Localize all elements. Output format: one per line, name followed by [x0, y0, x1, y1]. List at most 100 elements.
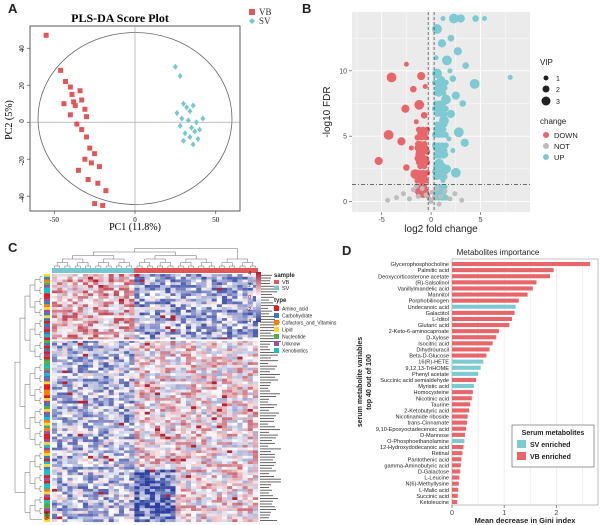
heatmap-cell [108, 282, 114, 286]
heatmap-cell [170, 356, 176, 360]
heatmap-cell [72, 293, 78, 297]
heatmap-cell [77, 510, 83, 514]
heatmap-row-label [260, 453, 275, 455]
heatmap-cell [72, 422, 78, 426]
pls-da-point-vb [63, 79, 69, 84]
importance-category-label: Dihydrouracil [416, 347, 449, 353]
heatmap-cell [196, 469, 202, 473]
heatmap-cell [165, 356, 171, 360]
heatmap-cell [170, 370, 176, 374]
heatmap-cell [118, 409, 125, 412]
heatmap-type-cell [44, 488, 50, 492]
heatmap-cell [98, 409, 104, 412]
heatmap-cell [170, 411, 176, 415]
heatmap-cell [242, 475, 248, 479]
heatmap-cell [67, 488, 73, 492]
heatmap-cell [242, 428, 248, 432]
heatmap-cell [82, 480, 89, 484]
heatmap-cell [108, 326, 114, 330]
heatmap-cell [77, 312, 83, 316]
heatmap-cell [191, 411, 197, 415]
heatmap-cell [139, 389, 145, 393]
heatmap-cell [52, 505, 58, 509]
heatmap-cell [221, 285, 228, 288]
heatmap-cell [113, 337, 120, 341]
pls-da-point-sv [185, 117, 191, 124]
heatmap-cell [67, 425, 73, 429]
heatmap-cell [62, 276, 68, 280]
heatmap-cell [191, 312, 197, 316]
heatmap-cell [170, 384, 176, 388]
heatmap-cell [185, 403, 192, 407]
heatmap-cell [165, 386, 171, 390]
heatmap-cell [72, 510, 78, 514]
heatmap-cell [62, 417, 68, 421]
volcano-xtick-label: -5 [379, 217, 385, 224]
heatmap-cell [191, 502, 197, 506]
heatmap-cell [113, 296, 120, 299]
heatmap-cell [252, 400, 259, 404]
heatmap-cell [180, 386, 186, 390]
heatmap-cell [134, 315, 140, 319]
heatmap-cell [180, 384, 186, 388]
heatmap-cell [160, 329, 166, 332]
heatmap-cell [67, 384, 73, 388]
heatmap-cell [201, 508, 207, 512]
heatmap-cell [165, 351, 171, 355]
heatmap-cell [201, 409, 207, 412]
importance-category-label: L-Leucine [424, 476, 449, 482]
heatmap-cell [139, 320, 145, 324]
heatmap-cell [175, 362, 181, 366]
heatmap-cell [206, 488, 212, 492]
heatmap-cell [175, 326, 181, 330]
heatmap-cell [139, 519, 145, 523]
volcano-point-not [394, 195, 399, 201]
heatmap-cell [155, 342, 161, 346]
heatmap-cell [211, 455, 217, 459]
heatmap-cell [180, 285, 186, 288]
heatmap-type-cell [44, 422, 50, 426]
heatmap-cell [139, 373, 145, 377]
heatmap-cell [180, 364, 186, 368]
heatmap-cell [108, 364, 114, 368]
heatmap-cell [62, 375, 68, 379]
heatmap-cell [98, 469, 104, 473]
heatmap-cell [52, 461, 58, 465]
heatmap-cell [77, 334, 83, 338]
dendrogram-branch [188, 265, 194, 268]
heatmap-cell [57, 444, 63, 448]
heatmap-cell [52, 406, 58, 410]
volcano-point-up [450, 148, 456, 154]
heatmap-cell [247, 488, 253, 492]
heatmap-cell [221, 420, 228, 423]
heatmap-cell [72, 342, 78, 346]
heatmap-cell [252, 381, 259, 385]
heatmap-cell [82, 447, 89, 451]
heatmap-cell [134, 425, 140, 429]
heatmap-cell [232, 510, 238, 514]
heatmap-cell [201, 312, 207, 316]
heatmap-cell [67, 442, 73, 445]
heatmap-cell [155, 282, 161, 286]
heatmap-cell [237, 370, 243, 374]
heatmap-cell [139, 367, 145, 371]
heatmap-type-cell [44, 519, 50, 523]
heatmap-cell [191, 469, 197, 473]
heatmap-cell [180, 337, 186, 341]
heatmap-cell [252, 323, 259, 327]
heatmap-cell [165, 425, 171, 429]
heatmap-cell [252, 364, 259, 368]
heatmap-cell [227, 345, 233, 349]
heatmap-cell [88, 403, 94, 407]
heatmap-cell [52, 279, 58, 283]
heatmap-cell [196, 312, 202, 316]
pls-da-point-vb [82, 106, 88, 112]
heatmap-cell [196, 378, 202, 382]
heatmap-cell [201, 472, 207, 476]
heatmap-cell [52, 508, 58, 512]
pls-da-legend-sv: SV [259, 16, 271, 26]
heatmap-cell [252, 285, 259, 288]
heatmap-cell [67, 505, 73, 509]
heatmap-cell [206, 304, 212, 308]
heatmap-cell [232, 370, 238, 374]
